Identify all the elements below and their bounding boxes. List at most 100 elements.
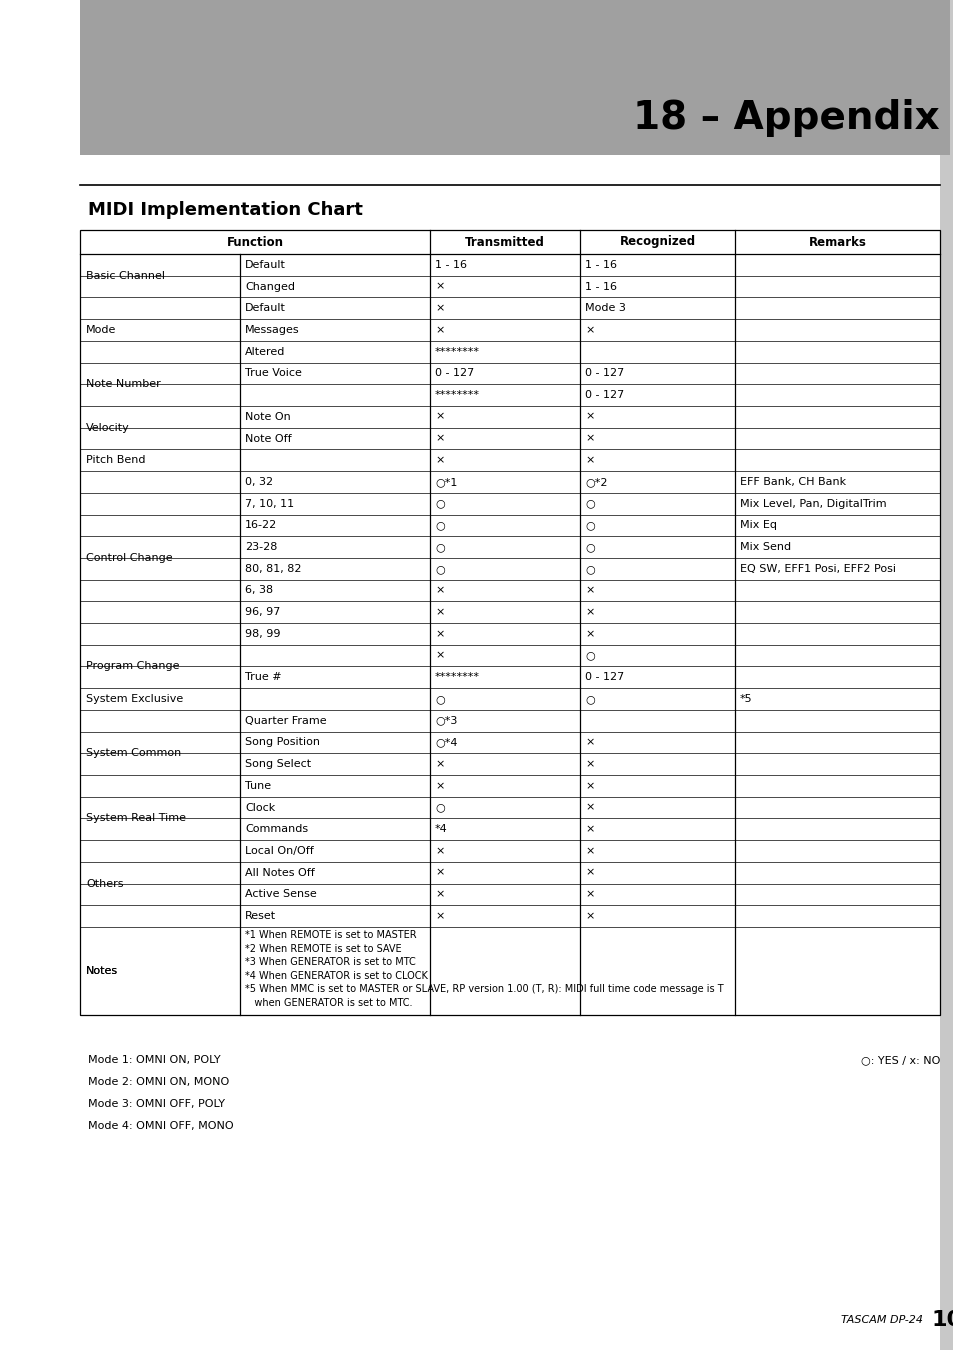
Text: Default: Default <box>245 304 286 313</box>
Text: ○: ○ <box>584 694 594 705</box>
Text: ×: × <box>584 455 594 466</box>
Text: Function: Function <box>226 235 283 248</box>
Text: ×: × <box>435 304 444 313</box>
Text: Local On/Off: Local On/Off <box>245 846 314 856</box>
Text: 0 - 127: 0 - 127 <box>584 672 623 682</box>
Text: *3 When GENERATOR is set to MTC: *3 When GENERATOR is set to MTC <box>245 957 416 967</box>
Text: Mix Level, Pan, DigitalTrim: Mix Level, Pan, DigitalTrim <box>740 498 885 509</box>
Text: ○*1: ○*1 <box>435 477 456 487</box>
Text: ×: × <box>584 868 594 878</box>
Text: ×: × <box>584 825 594 834</box>
Text: True #: True # <box>245 672 281 682</box>
Text: ○: ○ <box>584 651 594 660</box>
Text: ********: ******** <box>435 390 479 400</box>
Text: Mode 2: OMNI ON, MONO: Mode 2: OMNI ON, MONO <box>88 1077 229 1087</box>
Text: Changed: Changed <box>245 282 294 292</box>
Text: ○: ○ <box>435 498 444 509</box>
Text: Notes: Notes <box>86 967 118 976</box>
Text: ○: ○ <box>435 520 444 531</box>
Bar <box>80 0 949 155</box>
Text: ×: × <box>435 325 444 335</box>
Text: MIDI Implementation Chart: MIDI Implementation Chart <box>88 201 362 219</box>
Text: System Real Time: System Real Time <box>86 814 186 824</box>
Text: ×: × <box>435 911 444 921</box>
Text: 6, 38: 6, 38 <box>245 586 273 595</box>
Text: Active Sense: Active Sense <box>245 890 316 899</box>
Text: 0 - 127: 0 - 127 <box>435 369 474 378</box>
Text: ○: YES / x: NO: ○: YES / x: NO <box>860 1054 939 1065</box>
Text: ○: ○ <box>435 543 444 552</box>
Text: Remarks: Remarks <box>808 235 865 248</box>
Text: Mix Send: Mix Send <box>740 543 790 552</box>
Text: Song Select: Song Select <box>245 759 311 769</box>
Text: ×: × <box>584 737 594 748</box>
Text: Note Off: Note Off <box>245 433 292 444</box>
Text: True Voice: True Voice <box>245 369 301 378</box>
Text: ×: × <box>435 412 444 421</box>
Text: 98, 99: 98, 99 <box>245 629 280 639</box>
Text: EQ SW, EFF1 Posi, EFF2 Posi: EQ SW, EFF1 Posi, EFF2 Posi <box>740 564 895 574</box>
Text: Default: Default <box>245 259 286 270</box>
Text: Mode 3: OMNI OFF, POLY: Mode 3: OMNI OFF, POLY <box>88 1099 225 1108</box>
Text: *5: *5 <box>740 694 752 705</box>
Text: 96, 97: 96, 97 <box>245 608 280 617</box>
Text: ×: × <box>584 325 594 335</box>
Text: ×: × <box>584 608 594 617</box>
Text: *4: *4 <box>435 825 447 834</box>
Text: All Notes Off: All Notes Off <box>245 868 314 878</box>
Text: 0 - 127: 0 - 127 <box>584 369 623 378</box>
Text: 1 - 16: 1 - 16 <box>584 282 617 292</box>
Text: ×: × <box>584 433 594 444</box>
Text: Recognized: Recognized <box>618 235 695 248</box>
Text: Others: Others <box>86 879 123 888</box>
Text: ○: ○ <box>435 803 444 813</box>
Text: ○*4: ○*4 <box>435 737 457 748</box>
Text: Control Change: Control Change <box>86 554 172 563</box>
Text: Quarter Frame: Quarter Frame <box>245 716 326 726</box>
Text: 0 - 127: 0 - 127 <box>584 390 623 400</box>
Text: System Exclusive: System Exclusive <box>86 694 183 705</box>
Text: ×: × <box>435 629 444 639</box>
Text: *4 When GENERATOR is set to CLOCK: *4 When GENERATOR is set to CLOCK <box>245 971 428 980</box>
Text: ×: × <box>584 629 594 639</box>
Text: ○*2: ○*2 <box>584 477 607 487</box>
Text: ×: × <box>584 846 594 856</box>
Text: ×: × <box>435 282 444 292</box>
Text: *2 When REMOTE is set to SAVE: *2 When REMOTE is set to SAVE <box>245 944 401 953</box>
Text: ×: × <box>435 868 444 878</box>
Text: Transmitted: Transmitted <box>464 235 544 248</box>
Text: ********: ******** <box>435 347 479 356</box>
Bar <box>939 0 953 1350</box>
Text: Notes: Notes <box>86 967 118 976</box>
Text: ×: × <box>584 759 594 769</box>
Text: Program Change: Program Change <box>86 662 179 671</box>
Text: Clock: Clock <box>245 803 275 813</box>
Text: 18 – Appendix: 18 – Appendix <box>633 99 939 136</box>
Text: ○: ○ <box>584 543 594 552</box>
Text: ○: ○ <box>435 694 444 705</box>
Text: ×: × <box>584 412 594 421</box>
Text: Mode 4: OMNI OFF, MONO: Mode 4: OMNI OFF, MONO <box>88 1120 233 1131</box>
Text: ×: × <box>584 911 594 921</box>
Text: System Common: System Common <box>86 748 181 759</box>
Text: Messages: Messages <box>245 325 299 335</box>
Text: Pitch Bend: Pitch Bend <box>86 455 146 466</box>
Text: ○: ○ <box>584 498 594 509</box>
Text: TASCAM DP-24: TASCAM DP-24 <box>841 1315 929 1324</box>
Text: ×: × <box>435 780 444 791</box>
Text: 7, 10, 11: 7, 10, 11 <box>245 498 294 509</box>
Text: ×: × <box>584 803 594 813</box>
Text: ×: × <box>435 455 444 466</box>
Text: ×: × <box>435 586 444 595</box>
Text: ○*3: ○*3 <box>435 716 456 726</box>
Text: 1 - 16: 1 - 16 <box>584 259 617 270</box>
Text: Commands: Commands <box>245 825 308 834</box>
Text: Mode 3: Mode 3 <box>584 304 625 313</box>
Text: 23-28: 23-28 <box>245 543 277 552</box>
Text: 0, 32: 0, 32 <box>245 477 273 487</box>
Text: Tune: Tune <box>245 780 271 791</box>
Text: ×: × <box>584 780 594 791</box>
Text: 16-22: 16-22 <box>245 520 277 531</box>
Text: 103: 103 <box>931 1310 953 1330</box>
Text: Note Number: Note Number <box>86 379 161 389</box>
